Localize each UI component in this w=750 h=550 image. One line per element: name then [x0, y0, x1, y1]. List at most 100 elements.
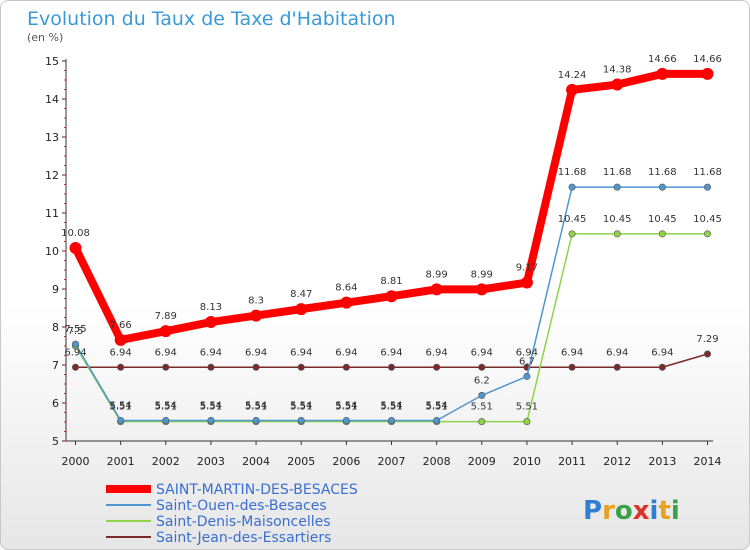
y-tick-label: 5 [52, 435, 59, 448]
data-label: 6.94 [64, 347, 86, 358]
series-point-3 [658, 363, 666, 371]
y-tick-label: 6 [52, 397, 59, 410]
logo-text: Proxiti [583, 496, 680, 526]
series-point-1 [387, 416, 395, 424]
series-point-0 [520, 276, 533, 289]
legend-label: Saint-Jean-des-Essartiers [156, 530, 331, 546]
data-label: 5.54 [290, 400, 312, 411]
x-tick-label: 2014 [694, 455, 722, 468]
data-label: 6.94 [606, 347, 628, 358]
data-label: 5.51 [471, 402, 493, 413]
data-label: 11.68 [603, 167, 632, 178]
data-label: 6.2 [474, 375, 490, 386]
series-layer [69, 67, 714, 426]
axes: 5 6 7 8 9 10 11 12 13 14 15 2000 2001 2002 2003 2004 200… [45, 55, 722, 468]
data-label: 6.7 [519, 356, 535, 367]
series-point-3 [613, 363, 621, 371]
series-point-0 [475, 283, 488, 296]
series-point-1 [117, 416, 125, 424]
data-label: 6.94 [380, 347, 402, 358]
series-point-0 [69, 241, 82, 254]
x-tick-label: 2001 [107, 455, 135, 468]
data-label: 5.51 [110, 402, 132, 413]
data-label: 11.68 [693, 167, 722, 178]
data-label: 5.51 [380, 402, 402, 413]
logo-letter: i [650, 496, 659, 526]
data-label: 5.54 [155, 400, 177, 411]
series-point-2 [613, 230, 621, 238]
series-point-1 [252, 416, 260, 424]
series-point-0 [114, 333, 127, 346]
series-point-2 [703, 230, 711, 238]
data-label: 7.55 [64, 324, 86, 335]
series-point-0 [340, 296, 353, 309]
series-point-0 [611, 78, 624, 91]
data-label: 5.51 [426, 402, 448, 413]
legend: SAINT-MARTIN-DES-BESACESSaint-Ouen-des-B… [106, 482, 358, 546]
y-tick-label: 14 [45, 93, 59, 106]
x-tick-label: 2011 [558, 455, 586, 468]
data-label: 8.99 [471, 269, 493, 280]
data-label: 6.94 [651, 347, 673, 358]
series-point-1 [478, 391, 486, 399]
series-point-3 [162, 363, 170, 371]
logo-letter: P [583, 496, 602, 526]
data-label: 6.94 [516, 347, 538, 358]
y-tick-label: 8 [52, 321, 59, 334]
chart-subtitle: (en %) [27, 31, 63, 44]
logo-letter: i [671, 496, 680, 526]
series-point-1 [162, 416, 170, 424]
x-tick-label: 2004 [242, 455, 270, 468]
data-label: 5.51 [155, 402, 177, 413]
proxiti-logo: Proxiti [583, 496, 680, 526]
data-label: 10.45 [558, 214, 587, 225]
series-point-0 [701, 67, 714, 80]
series-point-1 [568, 183, 576, 191]
data-label: 6.94 [471, 347, 493, 358]
data-label: 6.94 [110, 347, 132, 358]
data-label: 6.94 [290, 347, 312, 358]
y-tick-label: 10 [45, 245, 59, 258]
data-label: 11.68 [648, 167, 677, 178]
series-point-3 [433, 363, 441, 371]
y-tick-label: 11 [45, 207, 59, 220]
data-label: 10.45 [603, 214, 632, 225]
series-point-3 [387, 363, 395, 371]
x-tick-label: 2012 [603, 455, 631, 468]
series-point-3 [342, 363, 350, 371]
x-tick-label: 2006 [332, 455, 360, 468]
series-point-3 [72, 363, 80, 371]
data-label: 5.54 [380, 400, 402, 411]
x-tick-label: 2002 [152, 455, 180, 468]
data-labels: 10.08 7.66 7.89 8.13 8.3 8.47 8.64 8.81 8.99 8.99… [61, 54, 722, 413]
y-tick-label: 12 [45, 169, 59, 182]
data-label: 5.54 [335, 400, 357, 411]
data-label: 14.66 [648, 54, 677, 65]
data-label: 5.54 [426, 400, 448, 411]
series-point-1 [613, 183, 621, 191]
data-label: 7.66 [110, 320, 132, 331]
series-point-0 [385, 290, 398, 303]
x-tick-label: 2007 [378, 455, 406, 468]
data-label: 10.08 [61, 228, 90, 239]
data-label: 8.99 [426, 269, 448, 280]
data-label: 10.45 [648, 214, 677, 225]
data-label: 10.45 [693, 214, 722, 225]
data-label: 9.17 [516, 263, 538, 274]
series-point-3 [207, 363, 215, 371]
data-label: 7.89 [155, 311, 177, 322]
series-point-3 [568, 363, 576, 371]
series-point-0 [204, 316, 217, 329]
x-tick-label: 2013 [648, 455, 676, 468]
series-point-1 [72, 340, 80, 348]
series-point-3 [297, 363, 305, 371]
data-label: 6.94 [200, 347, 222, 358]
series-point-2 [478, 418, 486, 426]
data-label: 5.51 [200, 402, 222, 413]
series-point-1 [207, 416, 215, 424]
y-tick-label: 15 [45, 55, 59, 68]
series-point-3 [117, 363, 125, 371]
series-point-3 [478, 363, 486, 371]
data-label: 8.47 [290, 289, 312, 300]
